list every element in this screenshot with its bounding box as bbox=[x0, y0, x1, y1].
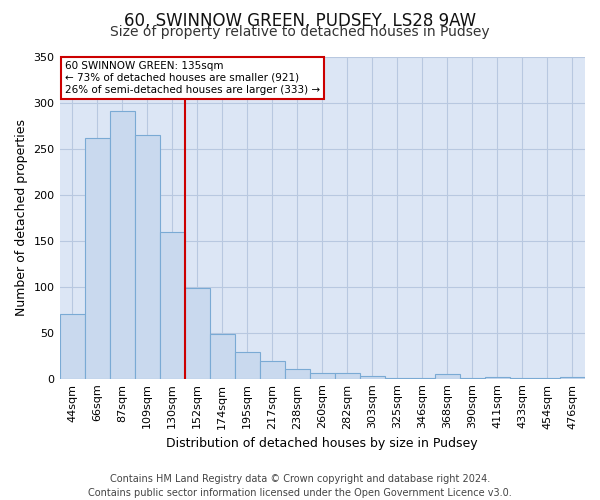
Bar bbox=[59, 314, 85, 378]
Y-axis label: Number of detached properties: Number of detached properties bbox=[15, 119, 28, 316]
Text: 60 SWINNOW GREEN: 135sqm
← 73% of detached houses are smaller (921)
26% of semi-: 60 SWINNOW GREEN: 135sqm ← 73% of detach… bbox=[65, 62, 320, 94]
Bar bbox=[435, 374, 460, 378]
Bar bbox=[85, 138, 110, 378]
Bar bbox=[560, 377, 585, 378]
Bar bbox=[310, 373, 335, 378]
Bar bbox=[134, 134, 160, 378]
Bar bbox=[360, 376, 385, 378]
Bar bbox=[260, 361, 285, 378]
Bar bbox=[485, 377, 510, 378]
X-axis label: Distribution of detached houses by size in Pudsey: Distribution of detached houses by size … bbox=[166, 437, 478, 450]
Text: Contains HM Land Registry data © Crown copyright and database right 2024.
Contai: Contains HM Land Registry data © Crown c… bbox=[88, 474, 512, 498]
Bar bbox=[285, 370, 310, 378]
Bar bbox=[235, 352, 260, 378]
Bar bbox=[185, 288, 209, 378]
Text: Size of property relative to detached houses in Pudsey: Size of property relative to detached ho… bbox=[110, 25, 490, 39]
Bar bbox=[160, 232, 185, 378]
Text: 60, SWINNOW GREEN, PUDSEY, LS28 9AW: 60, SWINNOW GREEN, PUDSEY, LS28 9AW bbox=[124, 12, 476, 30]
Bar bbox=[209, 334, 235, 378]
Bar bbox=[335, 373, 360, 378]
Bar bbox=[110, 111, 134, 378]
